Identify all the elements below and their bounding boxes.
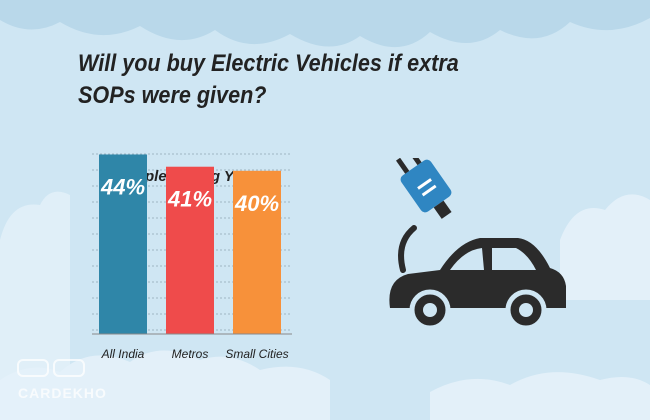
bar-value-label: 41% — [167, 187, 212, 212]
electric-car-icon — [389, 158, 566, 331]
cable — [398, 225, 417, 273]
plug-icon — [396, 158, 452, 219]
svg-text:CARDEKHO: CARDEKHO — [18, 385, 107, 401]
car-window-front — [450, 248, 484, 270]
bar-all-india — [99, 154, 147, 334]
bars: 44% All India 41% Metros 40% Small Cities — [99, 154, 289, 361]
category-label: Metros — [172, 347, 209, 361]
chart-title: Will you buy Electric Vehicles if extra … — [78, 50, 459, 109]
cardekho-watermark-logo: CARDEKHO — [17, 359, 107, 401]
bar-value-label: 44% — [100, 174, 145, 199]
category-label: All India — [101, 347, 145, 361]
bar-value-label: 40% — [234, 191, 279, 216]
car-window-rear — [492, 248, 536, 270]
bar-small-cities — [233, 170, 281, 334]
bar-metros — [166, 166, 214, 334]
category-label: Small Cities — [225, 347, 288, 361]
